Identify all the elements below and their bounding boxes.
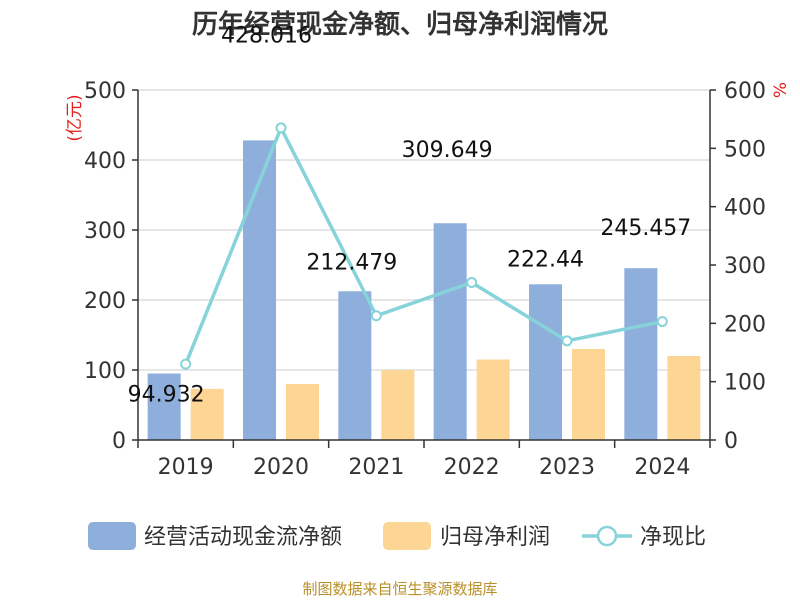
bar-operating-cash-flow <box>433 223 467 440</box>
bar-operating-cash-flow <box>243 140 276 440</box>
bar-operating-cash-flow <box>147 373 181 440</box>
x-tick-label: 2022 <box>444 455 500 480</box>
bar-net-profit <box>286 384 319 440</box>
left-tick-label: 500 <box>84 79 126 104</box>
ratio-point <box>370 310 382 322</box>
left-tick-label: 300 <box>84 219 126 244</box>
chart-title: 历年经营现金净额、归母净利润情况 <box>192 9 608 40</box>
bar-net-profit <box>667 356 701 440</box>
right-axis-unit: % <box>771 82 791 98</box>
legend-label: 归母净利润 <box>440 525 550 550</box>
left-tick-label: 200 <box>84 289 126 314</box>
right-tick-label: 300 <box>724 254 766 279</box>
right-tick-label: 200 <box>724 312 766 337</box>
bar-net-profit <box>190 388 224 440</box>
x-tick-label: 2024 <box>634 455 690 480</box>
right-tick-label: 0 <box>724 429 738 454</box>
ratio-line <box>184 126 663 365</box>
data-label: 309.649 <box>402 138 493 163</box>
x-tick-label: 2023 <box>539 455 595 480</box>
x-tick-label: 2020 <box>253 455 309 480</box>
x-tick-label: 2019 <box>158 455 214 480</box>
bar-net-profit <box>572 349 605 440</box>
legend-label: 净现比 <box>640 525 706 550</box>
bars <box>147 140 701 440</box>
legend-swatch-net-profit <box>383 522 431 550</box>
source-note: 制图数据来自恒生聚源数据库 <box>302 580 497 598</box>
data-label: 212.479 <box>306 250 397 275</box>
data-label: 245.457 <box>600 216 691 241</box>
bar-operating-cash-flow <box>624 268 658 440</box>
data-label: 222.44 <box>507 247 584 272</box>
bar-operating-cash-flow <box>338 291 372 440</box>
data-labels: 94.932 428.016 212.479 309.649 222.44 245.457 <box>128 23 692 407</box>
right-tick-label: 500 <box>724 137 766 162</box>
ratio-point <box>275 122 287 134</box>
legend-marker-ratio <box>596 525 618 547</box>
axes: 0 100 200 300 400 500 0 100 200 300 400 500 600 2019 2… <box>84 79 766 480</box>
legend-swatch-operating-cash-flow <box>88 522 136 550</box>
line-series <box>180 122 668 370</box>
bar-net-profit <box>476 359 510 440</box>
right-tick-label: 400 <box>724 196 766 221</box>
right-tick-label: 100 <box>724 371 766 396</box>
ratio-point <box>656 316 668 328</box>
ratio-point <box>180 358 192 370</box>
left-tick-label: 0 <box>112 429 126 454</box>
ratio-point <box>466 277 478 288</box>
legend: 经营活动现金流净额 归母净利润 净现比 <box>88 522 706 550</box>
data-label: 428.016 <box>221 23 312 48</box>
bar-operating-cash-flow <box>529 284 562 440</box>
data-label: 94.932 <box>128 383 205 408</box>
left-tick-label: 400 <box>84 149 126 174</box>
left-tick-label: 100 <box>84 359 126 384</box>
left-axis-unit: (亿元) <box>65 94 85 141</box>
legend-label: 经营活动现金流净额 <box>144 525 342 550</box>
bar-net-profit <box>381 370 415 440</box>
ratio-point <box>561 335 573 347</box>
right-tick-label: 600 <box>724 79 766 104</box>
x-tick-label: 2021 <box>348 455 404 480</box>
